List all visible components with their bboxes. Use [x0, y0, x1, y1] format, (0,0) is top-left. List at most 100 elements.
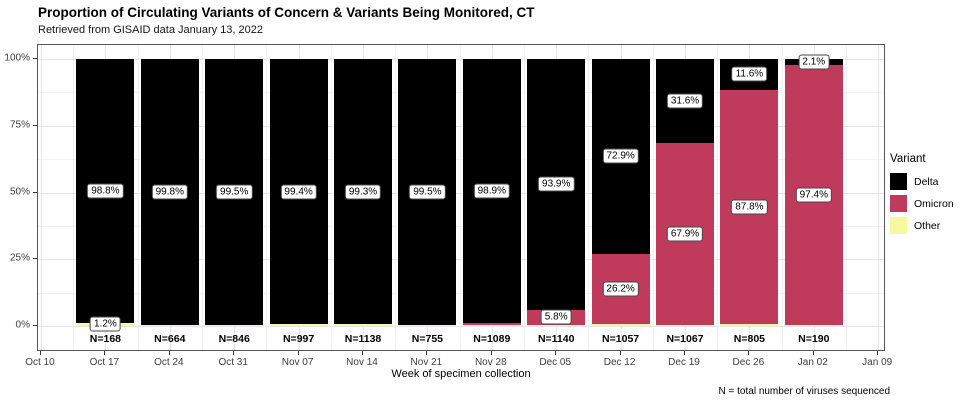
percent-label-delta: 98.8% [87, 183, 124, 199]
legend-item-other: Other [890, 217, 954, 234]
chart-title: Proportion of Circulating Variants of Co… [38, 5, 535, 20]
bar-segment-other [334, 324, 392, 326]
y-tickmark [33, 58, 37, 59]
minor-gridline-v [395, 45, 397, 350]
x-tickmark [684, 351, 685, 355]
n-count-label: N=1089 [473, 333, 511, 345]
legend: Variant Delta Omicron Other [890, 153, 954, 239]
legend-swatch-delta [890, 173, 907, 190]
major-gridline-h [38, 125, 884, 127]
minor-gridline-v [459, 45, 461, 350]
x-tickmark [619, 351, 621, 355]
minor-gridline-v [524, 45, 525, 350]
minor-gridline-v [73, 45, 75, 350]
major-gridline-v [41, 45, 42, 350]
minor-gridline-h [38, 159, 884, 161]
n-count-label: N=664 [154, 333, 186, 345]
bar-segment-other [591, 323, 650, 326]
n-count-label: N=805 [733, 333, 766, 345]
legend-swatch-omicron [890, 195, 907, 212]
minor-gridline-v [846, 45, 847, 350]
x-tickmark [40, 351, 41, 355]
minor-gridline-h [38, 225, 884, 227]
legend-swatch-other [890, 217, 907, 234]
x-tickmark [812, 351, 814, 355]
x-axis-title: Week of specimen collection [391, 368, 531, 380]
legend-item-label: Other [914, 219, 941, 232]
minor-gridline-h [38, 292, 884, 294]
bar-segment-other [720, 324, 779, 326]
minor-gridline-v [202, 45, 203, 350]
legend-item-label: Omicron [914, 197, 954, 210]
n-count-label: N=755 [411, 333, 444, 345]
n-count-label: N=1140 [537, 333, 575, 345]
bar-segment-other [462, 325, 521, 326]
y-tickmark [33, 124, 37, 126]
bar-segment-other [205, 324, 264, 326]
n-count-label: N=1057 [602, 333, 640, 345]
legend-item-omicron: Omicron [890, 195, 954, 212]
percent-label-delta: 99.5% [409, 184, 446, 200]
minor-gridline-v [652, 45, 654, 350]
x-tickmark [490, 351, 492, 355]
minor-gridline-h [38, 92, 884, 94]
x-tick-label: Dec 26 [732, 357, 765, 368]
x-tickmark [362, 351, 363, 355]
percent-label-delta: 99.5% [216, 184, 253, 200]
bar-segment-other [784, 324, 843, 326]
percent-label-delta: 99.3% [344, 184, 382, 200]
x-tick-label: Nov 14 [346, 357, 378, 368]
x-tickmark [555, 351, 557, 355]
legend-title: Variant [890, 153, 926, 165]
x-tickmark [104, 351, 106, 355]
y-tick-label: 100% [4, 52, 30, 64]
x-tickmark [426, 351, 428, 355]
y-tick-label: 25% [9, 252, 30, 264]
percent-label-other: 1.2% [89, 316, 121, 332]
x-tickmark [748, 351, 750, 355]
percent-label-omicron: 67.9% [666, 226, 704, 242]
bar-segment-other [398, 324, 457, 326]
minor-gridline-v [717, 45, 719, 350]
x-tick-label: Nov 21 [410, 357, 443, 368]
x-tick-label: Oct 24 [154, 357, 184, 368]
minor-gridline-v [781, 45, 783, 350]
x-tick-label: Nov 28 [474, 357, 507, 368]
x-tick-label: Nov 07 [281, 357, 314, 368]
n-count-label: N=997 [282, 333, 315, 345]
x-tickmark [877, 351, 879, 355]
percent-label-omicron: 97.4% [795, 187, 832, 203]
major-gridline-h [38, 259, 884, 261]
y-tick-label: 0% [15, 319, 30, 331]
percent-label-delta: 11.6% [731, 66, 768, 82]
percent-label-delta: 99.8% [151, 184, 188, 200]
x-tick-label: Oct 17 [89, 357, 120, 368]
n-count-label: N=168 [89, 333, 122, 345]
x-tickmark [168, 351, 170, 355]
y-tickmark [33, 325, 37, 326]
bar-segment-other [140, 325, 199, 326]
y-tick-label: 75% [9, 119, 30, 131]
chart-subtitle: Retrieved from GISAID data January 13, 2… [38, 24, 264, 36]
bar-segment-other [656, 324, 714, 326]
n-count-label: N=846 [218, 333, 250, 345]
x-tick-label: Jan 02 [797, 357, 828, 368]
percent-label-delta: 98.9% [473, 183, 510, 199]
x-tick-label: Dec 05 [539, 357, 572, 368]
x-tickmark [297, 351, 299, 355]
bar-segment-other [527, 325, 586, 326]
percent-label-omicron: 26.2% [602, 281, 639, 297]
y-tickmark [33, 258, 37, 260]
x-tick-label: Oct 31 [218, 357, 248, 368]
major-gridline-h [38, 59, 884, 60]
n-count-label: N=190 [798, 333, 830, 345]
plot-panel: 1.2% 98.8% N=168 99.8% N=664 99.5% N=846 99.4% N… [37, 44, 885, 351]
minor-gridline-v [137, 45, 139, 350]
bar-segment-omicron [462, 323, 521, 326]
percent-label-omicron: 87.8% [731, 199, 768, 215]
major-gridline-v [878, 45, 880, 350]
minor-gridline-v [266, 45, 268, 350]
legend-item-delta: Delta [890, 173, 954, 190]
percent-label-delta: 72.9% [602, 148, 639, 164]
